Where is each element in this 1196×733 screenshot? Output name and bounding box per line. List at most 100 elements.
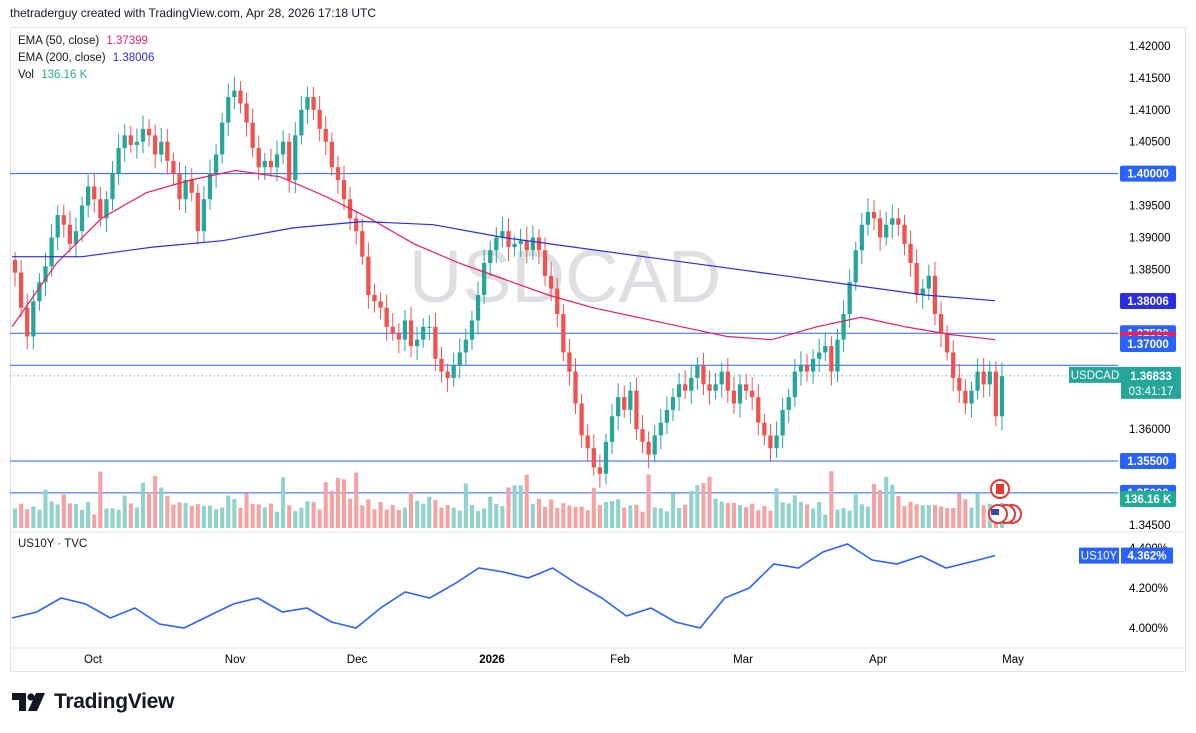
volume-bar — [865, 506, 870, 528]
candle-body — [323, 128, 328, 142]
legend-ema50[interactable]: EMA (50, close) 1.37399 — [18, 35, 148, 47]
candle-body — [676, 384, 682, 398]
volume-bar — [530, 503, 535, 528]
volume-bar — [463, 483, 468, 528]
volume-bar — [311, 501, 316, 528]
volume-bar — [43, 489, 48, 528]
candle-body — [603, 441, 609, 474]
candle-body — [396, 333, 401, 340]
candle-body — [780, 409, 785, 436]
candle-body — [963, 390, 968, 404]
candle-body — [865, 211, 871, 225]
axes-group: 1.42000 1.41500 1.41000 1.40500 1.39500 1.390… — [10, 41, 1186, 666]
candle-body — [274, 154, 280, 168]
candle-body — [871, 211, 877, 219]
volume-bar — [683, 504, 688, 528]
volume-bar — [98, 471, 103, 528]
us10y-pane-title[interactable]: US10Y · TVC — [18, 538, 88, 550]
volume-bar — [610, 501, 615, 528]
symbol-watermark: USDCAD — [409, 235, 721, 318]
us10y-line — [11, 543, 996, 629]
volume-bar — [536, 499, 542, 528]
candle-body — [73, 231, 79, 244]
volume-bar — [963, 499, 968, 528]
candle-body — [317, 109, 322, 129]
volume-bar — [841, 507, 846, 528]
volume-bar — [256, 504, 261, 528]
volume-bar — [317, 509, 322, 528]
volume-bar — [640, 511, 645, 528]
symbol-tag-bg — [1069, 366, 1121, 383]
candle-body — [652, 435, 657, 455]
volume-bar — [725, 503, 730, 528]
candle-body — [628, 390, 633, 410]
candle-body — [159, 141, 164, 155]
volume-bar — [214, 509, 219, 528]
candle-body — [829, 346, 834, 372]
candle-body — [725, 371, 730, 391]
candle-body — [987, 371, 992, 385]
candle-body — [305, 97, 310, 110]
volume-bar — [25, 509, 30, 528]
candle-body — [743, 384, 749, 391]
tradingview-wordmark: TradingView — [54, 690, 175, 713]
price-badge-bg — [1120, 452, 1176, 469]
candle-body — [49, 237, 54, 267]
tradingview-logo[interactable]: TradingView — [12, 690, 174, 714]
candle-body — [609, 416, 615, 442]
candle-body — [877, 218, 883, 238]
candles-group — [12, 77, 1005, 488]
candle-body — [463, 339, 468, 353]
volume-bar — [348, 498, 353, 528]
candle-body — [256, 148, 261, 168]
candle-body — [792, 371, 797, 398]
chart-frame[interactable] — [10, 27, 1186, 672]
ema50-line — [11, 169, 996, 341]
candle-body — [207, 173, 213, 200]
volume-bar — [719, 501, 724, 528]
volume-bar — [195, 504, 200, 528]
legend-vol[interactable]: Vol 136.16 K — [18, 69, 87, 81]
price-axis-tick: 1.36000 — [1129, 424, 1171, 436]
volume-bar — [914, 504, 919, 528]
candle-body — [329, 141, 334, 168]
candle-body — [445, 371, 450, 378]
legend-ema200[interactable]: EMA (200, close) 1.38006 — [18, 52, 154, 64]
candle-body — [999, 376, 1005, 417]
volume-bar — [159, 487, 164, 528]
event-flags-group[interactable] — [988, 479, 1022, 524]
volume-bar — [786, 503, 791, 528]
volume-bar — [116, 509, 121, 528]
price-axis-tick: 1.42000 — [1129, 41, 1171, 53]
maple-leaf-icon — [996, 484, 1004, 494]
candle-body — [695, 365, 700, 378]
us10y-axis-tick: 4.200% — [1129, 583, 1168, 595]
candle-body — [67, 224, 73, 244]
volume-bar — [817, 502, 822, 528]
price-badge: 1.38006 — [1127, 296, 1169, 308]
candle-body — [122, 135, 127, 149]
volume-bar — [908, 501, 913, 528]
legend-vol-value: 136.16 K — [41, 69, 88, 81]
candle-body — [494, 237, 499, 251]
candle-body — [597, 467, 603, 474]
volume-bar — [670, 493, 676, 528]
candle-body — [841, 314, 846, 340]
volume-bar — [86, 501, 91, 528]
volume-bar — [13, 508, 18, 528]
candle-body — [957, 377, 962, 391]
candle-body — [542, 250, 548, 276]
volume-bar — [823, 514, 828, 528]
candle-body — [427, 326, 432, 328]
candle-body — [750, 390, 755, 398]
candle-body — [768, 435, 773, 449]
candle-body — [299, 109, 304, 136]
us10y-value-bg — [1121, 547, 1173, 564]
volume-bar — [67, 503, 72, 528]
candle-body — [244, 103, 249, 123]
candle-body — [914, 263, 919, 295]
price-axis-tick: 1.41500 — [1129, 73, 1171, 85]
volume-bar — [165, 496, 170, 528]
candle-body — [616, 397, 621, 417]
